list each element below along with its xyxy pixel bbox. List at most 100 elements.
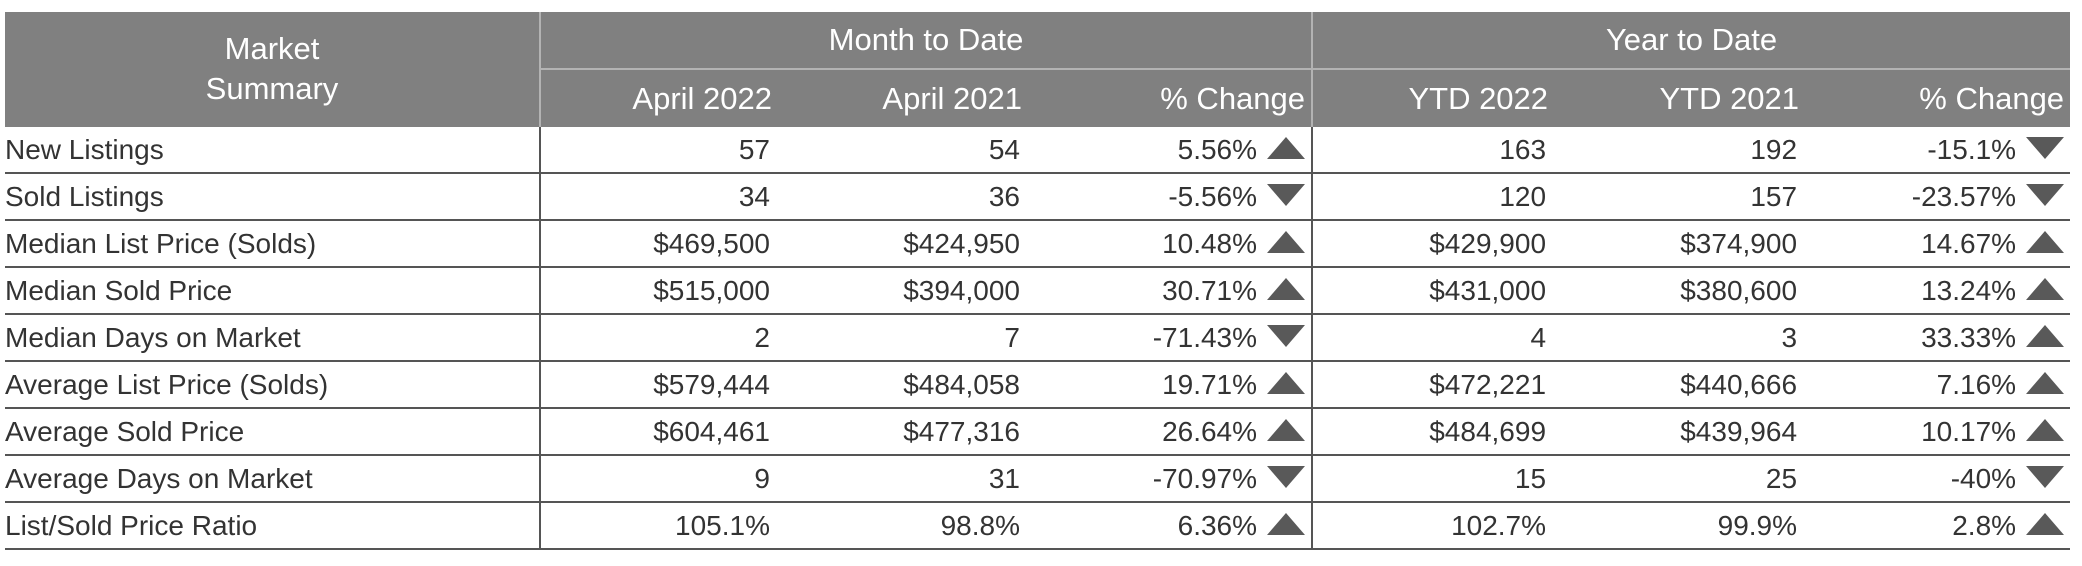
cell-ytd-2022: $472,221 xyxy=(1311,361,1567,409)
cell-ytd-2022: $429,900 xyxy=(1311,220,1567,268)
cell-ytd-2022: 4 xyxy=(1311,314,1567,362)
cell-ytd-2021: $440,666 xyxy=(1566,361,1818,409)
table-row: Median Days on Market 2 7 -71.43% 4 3 33… xyxy=(5,314,2071,362)
cell-ytd-change: -15.1% xyxy=(1817,127,2071,174)
table-header: Market Month to Date Year to Date Summar… xyxy=(5,12,2071,127)
mtd-change-value: 6.36% xyxy=(1177,510,1258,542)
column-header-april-2021: April 2021 xyxy=(790,69,1040,127)
up-arrow-icon xyxy=(2026,275,2065,307)
cell-ytd-change: 14.67% xyxy=(1817,220,2071,268)
cell-april-2022: 34 xyxy=(539,173,790,221)
up-arrow-icon xyxy=(1267,369,1306,401)
cell-mtd-change: 5.56% xyxy=(1040,127,1313,174)
cell-mtd-change: -5.56% xyxy=(1040,173,1313,221)
down-arrow-icon xyxy=(1267,322,1306,354)
column-header-ytd-2022: YTD 2022 xyxy=(1311,69,1567,127)
cell-april-2021: $424,950 xyxy=(790,220,1040,268)
cell-ytd-2022: $484,699 xyxy=(1311,408,1567,456)
cell-ytd-change: -40% xyxy=(1817,455,2071,503)
ytd-change-value: -23.57% xyxy=(1911,181,2017,213)
table-row: Average Days on Market 9 31 -70.97% 15 2… xyxy=(5,455,2071,503)
up-arrow-icon xyxy=(2026,228,2065,260)
cell-april-2022: $579,444 xyxy=(539,361,790,409)
cell-ytd-change: -23.57% xyxy=(1817,173,2071,221)
cell-mtd-change: 26.64% xyxy=(1040,408,1313,456)
cell-april-2022: 105.1% xyxy=(539,502,790,550)
row-label: Average Sold Price xyxy=(5,408,540,456)
down-arrow-icon xyxy=(2026,134,2065,166)
mtd-change-value: 30.71% xyxy=(1162,275,1258,307)
row-label: Median Sold Price xyxy=(5,267,540,315)
ytd-change-value: 14.67% xyxy=(1921,228,2017,260)
cell-april-2021: 31 xyxy=(790,455,1040,503)
market-summary-table-container: Market Month to Date Year to Date Summar… xyxy=(5,12,2071,550)
row-label: Median List Price (Solds) xyxy=(5,220,540,268)
table-row: List/Sold Price Ratio 105.1% 98.8% 6.36%… xyxy=(5,502,2071,550)
table-row: Average Sold Price $604,461 $477,316 26.… xyxy=(5,408,2071,456)
cell-ytd-2022: 102.7% xyxy=(1311,502,1567,550)
cell-april-2022: $515,000 xyxy=(539,267,790,315)
cell-april-2022: 57 xyxy=(539,127,790,174)
column-header-mtd-change: % Change xyxy=(1040,69,1313,127)
cell-mtd-change: 6.36% xyxy=(1040,502,1313,550)
cell-ytd-2021: 192 xyxy=(1566,127,1818,174)
cell-april-2021: $477,316 xyxy=(790,408,1040,456)
mtd-change-value: -5.56% xyxy=(1168,181,1258,213)
up-arrow-icon xyxy=(1267,134,1306,166)
up-arrow-icon xyxy=(2026,510,2065,542)
cell-mtd-change: 10.48% xyxy=(1040,220,1313,268)
table-row: New Listings 57 54 5.56% 163 192 -15.1% xyxy=(5,127,2071,174)
cell-mtd-change: 19.71% xyxy=(1040,361,1313,409)
market-header-line2: Summary xyxy=(5,69,540,127)
table-row: Average List Price (Solds) $579,444 $484… xyxy=(5,361,2071,409)
table-row: Median List Price (Solds) $469,500 $424,… xyxy=(5,220,2071,268)
row-label: Average Days on Market xyxy=(5,455,540,503)
cell-ytd-2022: 15 xyxy=(1311,455,1567,503)
cell-ytd-change: 10.17% xyxy=(1817,408,2071,456)
column-header-ytd-2021: YTD 2021 xyxy=(1566,69,1818,127)
row-label: List/Sold Price Ratio xyxy=(5,502,540,550)
cell-april-2021: 36 xyxy=(790,173,1040,221)
ytd-change-value: 7.16% xyxy=(1936,369,2017,401)
up-arrow-icon xyxy=(2026,369,2065,401)
cell-ytd-2021: 157 xyxy=(1566,173,1818,221)
cell-ytd-2021: 3 xyxy=(1566,314,1818,362)
cell-april-2022: $469,500 xyxy=(539,220,790,268)
cell-april-2022: 2 xyxy=(539,314,790,362)
mtd-change-value: -71.43% xyxy=(1152,322,1258,354)
mtd-change-value: 26.64% xyxy=(1162,416,1258,448)
ytd-change-value: 2.8% xyxy=(1952,510,2017,542)
cell-mtd-change: -70.97% xyxy=(1040,455,1313,503)
cell-april-2021: 98.8% xyxy=(790,502,1040,550)
up-arrow-icon xyxy=(1267,416,1306,448)
column-header-april-2022: April 2022 xyxy=(539,69,790,127)
mtd-change-value: 10.48% xyxy=(1162,228,1258,260)
cell-ytd-2022: 120 xyxy=(1311,173,1567,221)
ytd-change-value: 33.33% xyxy=(1921,322,2017,354)
cell-april-2021: 54 xyxy=(790,127,1040,174)
ytd-change-value: -40% xyxy=(1950,463,2017,495)
row-label: Sold Listings xyxy=(5,173,540,221)
cell-ytd-2021: 25 xyxy=(1566,455,1818,503)
ytd-change-value: 10.17% xyxy=(1921,416,2017,448)
up-arrow-icon xyxy=(2026,322,2065,354)
market-summary-table: Market Month to Date Year to Date Summar… xyxy=(5,12,2071,550)
market-header-line1: Market xyxy=(5,12,540,69)
cell-mtd-change: -71.43% xyxy=(1040,314,1313,362)
down-arrow-icon xyxy=(2026,463,2065,495)
cell-ytd-2021: $439,964 xyxy=(1566,408,1818,456)
cell-april-2021: $394,000 xyxy=(790,267,1040,315)
up-arrow-icon xyxy=(1267,228,1306,260)
cell-ytd-2021: $374,900 xyxy=(1566,220,1818,268)
row-label: New Listings xyxy=(5,127,540,174)
cell-ytd-2021: 99.9% xyxy=(1566,502,1818,550)
cell-ytd-change: 7.16% xyxy=(1817,361,2071,409)
up-arrow-icon xyxy=(1267,510,1306,542)
table-row: Median Sold Price $515,000 $394,000 30.7… xyxy=(5,267,2071,315)
mtd-change-value: 19.71% xyxy=(1162,369,1258,401)
row-label: Median Days on Market xyxy=(5,314,540,362)
year-to-date-header: Year to Date xyxy=(1311,12,2071,70)
table-body: New Listings 57 54 5.56% 163 192 -15.1% … xyxy=(5,127,2071,550)
cell-ytd-change: 33.33% xyxy=(1817,314,2071,362)
up-arrow-icon xyxy=(1267,275,1306,307)
